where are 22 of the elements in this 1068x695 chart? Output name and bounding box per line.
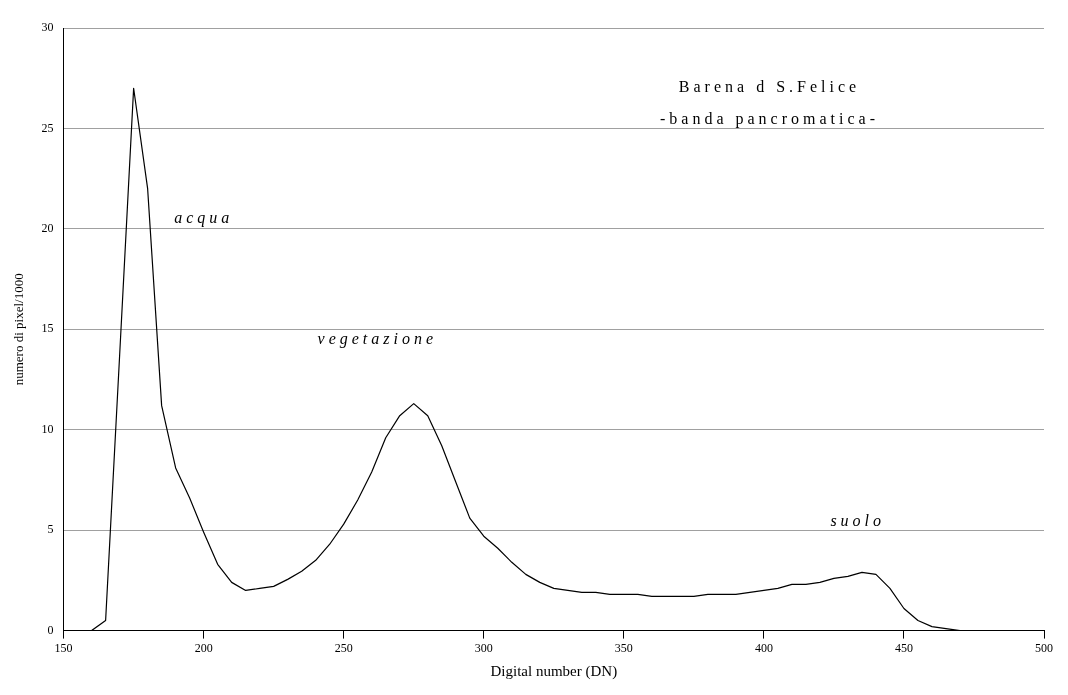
- y-tick-label: 10: [41, 421, 54, 436]
- text: -banda pancromatica-: [659, 110, 879, 129]
- annotation: suolo: [830, 512, 886, 530]
- y-tick-label: 30: [41, 20, 54, 35]
- annotation: acqua: [174, 209, 234, 228]
- y-axis-title: numero di pixel/1000: [11, 273, 27, 386]
- x-tick-label: 450: [894, 640, 913, 655]
- x-tick-label: 400: [754, 640, 773, 655]
- x-axis-title: Digital number (DN): [490, 662, 618, 680]
- x-tick-label: 300: [474, 640, 493, 655]
- x-tick-label: 500: [1035, 640, 1053, 655]
- y-tick-label: 0: [47, 622, 54, 637]
- y-tick-label: 15: [41, 321, 54, 336]
- y-tick-label: 25: [41, 120, 54, 135]
- x-tick-label: 350: [614, 640, 633, 655]
- text: Barena d S.Felice: [678, 78, 861, 96]
- x-tick-label: 200: [194, 640, 213, 655]
- x-tick-label: 150: [54, 640, 73, 655]
- y-tick-label: 20: [41, 221, 54, 236]
- x-tick-label: 250: [334, 640, 353, 655]
- annotation: vegetazione: [317, 329, 438, 348]
- y-tick-label: 5: [47, 522, 54, 537]
